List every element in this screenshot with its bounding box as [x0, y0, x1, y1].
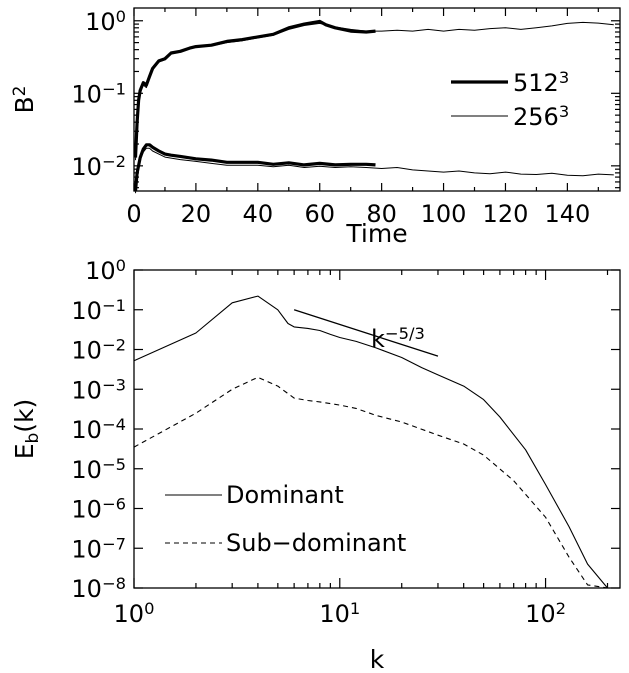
- x-tick-label: 60: [304, 200, 335, 228]
- x-tick-label: 120: [483, 200, 529, 228]
- series-line-256-sub-dominant: [135, 147, 614, 194]
- y-tick-label: 10−1: [71, 80, 126, 109]
- y-tick-label: 10−4: [71, 415, 126, 444]
- legend-label: Sub−dominant: [226, 529, 406, 557]
- legend-label: Dominant: [226, 481, 344, 509]
- slope-annotation: k−5/3: [371, 324, 425, 353]
- x-tick-label: 101: [319, 599, 360, 628]
- x-tick-label: 40: [243, 200, 274, 228]
- x-axis-label: k: [370, 645, 385, 673]
- y-axis-label: Eb(k): [10, 399, 43, 460]
- y-axis-label: B2: [10, 86, 39, 114]
- x-tick-label: 100: [421, 200, 467, 228]
- y-tick-label: 100: [85, 256, 126, 285]
- y-tick-label: 10−7: [71, 535, 126, 564]
- series-line-512-sub-dominant: [133, 143, 376, 192]
- y-tick-label: 10−1: [71, 296, 126, 325]
- x-axis-label: Time: [345, 219, 407, 248]
- y-tick-label: 10−2: [71, 152, 126, 181]
- series-line-512-dominant: [133, 19, 376, 158]
- y-tick-label: 10−6: [71, 495, 126, 524]
- x-tick-label: 140: [544, 200, 590, 228]
- y-tick-label: 10−2: [71, 336, 126, 365]
- legend-label: 2563: [513, 102, 569, 131]
- plot-frame: [133, 7, 621, 192]
- x-tick-label: 100: [114, 599, 155, 628]
- legend-label: 5123: [513, 68, 569, 97]
- x-tick-label: 0: [126, 200, 141, 228]
- series-line-256-dominant: [135, 21, 614, 161]
- energy-spectrum-chart: 100 101 102 10−8 10−7 10−6 10−5 10−4 10−3 10−2 10−…: [10, 256, 621, 673]
- series-line-dominant: [133, 295, 620, 589]
- y-tick-label: 10−3: [71, 376, 126, 405]
- x-tick-label: 80: [366, 200, 397, 228]
- y-tick-label: 10−8: [71, 574, 126, 603]
- x-tick-label: 20: [181, 200, 212, 228]
- y-tick-label: 100: [85, 7, 126, 36]
- x-tick-label: 102: [525, 599, 566, 628]
- time-series-chart: 0 20 40 60 80 100 120 140 10−2 10−1 100 5123 2563 Tim…: [10, 7, 621, 248]
- y-tick-label: 10−5: [71, 455, 126, 484]
- reference-slope-line: [293, 309, 439, 357]
